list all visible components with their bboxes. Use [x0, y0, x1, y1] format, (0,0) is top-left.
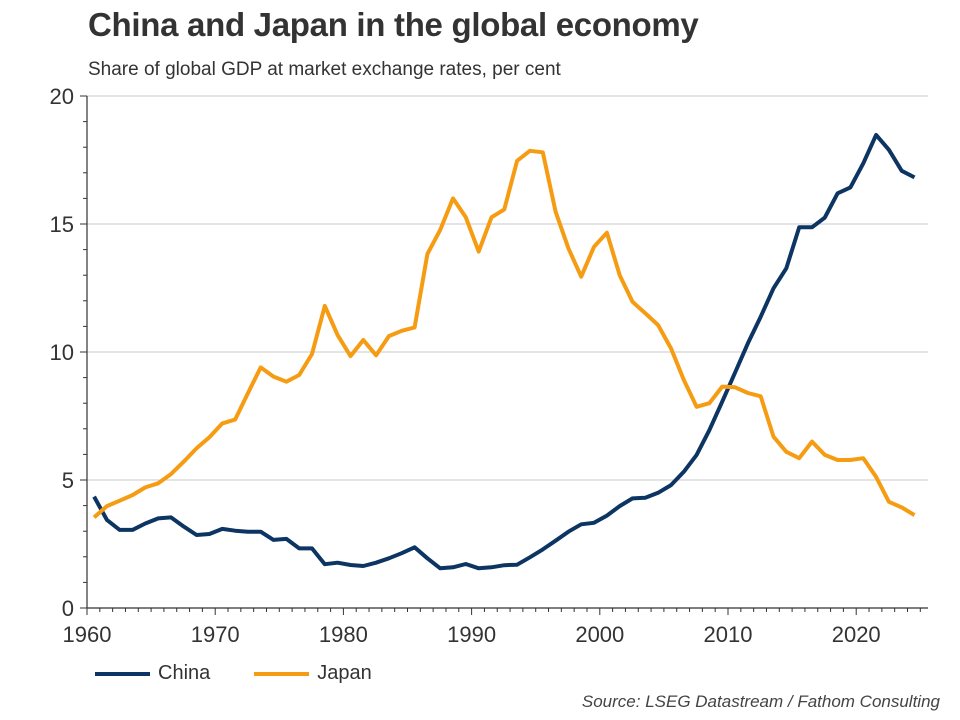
x-tick-label: 2020: [832, 622, 881, 647]
x-tick-label: 1980: [319, 622, 368, 647]
chart-title: China and Japan in the global economy: [88, 6, 699, 43]
chart-subtitle: Share of global GDP at market exchange r…: [88, 59, 561, 80]
x-tick-label: 2000: [575, 622, 624, 647]
legend-item-china: China: [95, 662, 210, 685]
legend-swatch-china: [95, 671, 150, 676]
series-lines: [92, 132, 916, 571]
legend-swatch-japan: [254, 671, 310, 676]
series-line-japan: [92, 148, 916, 519]
y-tick-label: 10: [50, 340, 74, 365]
source-note: Source: LSEG Datastream / Fathom Consult…: [581, 692, 940, 711]
x-tick-label: 1990: [447, 622, 496, 647]
series-line-china: [92, 132, 916, 571]
y-tick-label: 15: [50, 212, 74, 237]
gridlines: [87, 95, 928, 481]
x-axis-ticks: 1960 1970 1980 1990 2000 2010 2020: [63, 608, 921, 647]
legend: China Japan: [95, 662, 416, 685]
x-tick-label: 1960: [63, 622, 112, 647]
x-tick-label: 1970: [191, 622, 240, 647]
legend-item-japan: Japan: [254, 662, 372, 685]
x-tick-label: 2010: [704, 622, 753, 647]
y-tick-label: 20: [50, 84, 74, 109]
y-tick-label: 5: [62, 468, 74, 493]
legend-label-japan: Japan: [317, 662, 372, 684]
legend-label-china: China: [158, 662, 211, 684]
y-axis-ticks: 0 5 10 15 20: [50, 84, 87, 621]
y-tick-label: 0: [62, 596, 74, 621]
